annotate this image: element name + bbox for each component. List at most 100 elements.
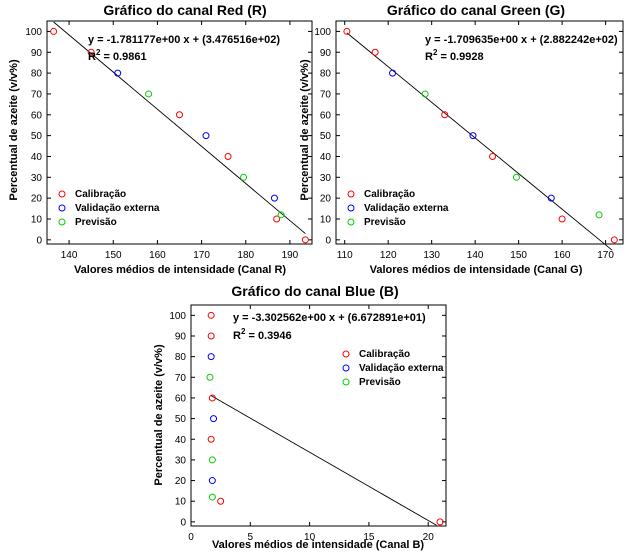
legend-marker-0 bbox=[58, 190, 66, 198]
y-tick-label: 10 bbox=[31, 214, 43, 225]
data-point-2 bbox=[240, 173, 248, 181]
r-squared-value: = 0.9861 bbox=[100, 51, 146, 63]
y-tick-label: 80 bbox=[320, 69, 332, 80]
y-tick-label: 20 bbox=[31, 194, 43, 205]
x-tick-label: 120 bbox=[380, 250, 397, 261]
y-axis-label: Percentual de azeite (v/v%) bbox=[299, 59, 311, 201]
data-point-0 bbox=[224, 152, 232, 160]
y-tick-label: 40 bbox=[31, 152, 43, 163]
legend-label: Previsão bbox=[364, 217, 406, 228]
regression-equation: y = -1.709635e+00 x + (2.882242e+02) bbox=[425, 34, 618, 46]
data-point-1 bbox=[210, 415, 218, 423]
legend-marker-0 bbox=[342, 350, 350, 358]
legend-marker-1 bbox=[342, 364, 350, 372]
y-tick-label: 30 bbox=[175, 455, 187, 466]
plot-area bbox=[335, 20, 624, 245]
y-tick-label: 90 bbox=[31, 48, 43, 59]
y-tick-label: 50 bbox=[175, 414, 187, 425]
data-point-0 bbox=[217, 497, 225, 505]
r-squared: R2 = 0.9928 bbox=[425, 48, 484, 63]
data-point-1 bbox=[469, 132, 477, 140]
y-tick-label: 70 bbox=[320, 89, 332, 100]
x-tick-label: 160 bbox=[554, 250, 571, 261]
y-tick-label: 70 bbox=[31, 89, 43, 100]
y-tick-label: 80 bbox=[175, 352, 187, 363]
data-point-1 bbox=[202, 132, 210, 140]
y-tick-label: 70 bbox=[175, 373, 187, 384]
y-tick-label: 40 bbox=[175, 435, 187, 446]
y-tick-label: 100 bbox=[314, 27, 331, 38]
y-tick-label: 10 bbox=[175, 497, 187, 508]
y-tick-label: 60 bbox=[320, 110, 332, 121]
data-point-0 bbox=[50, 27, 58, 35]
legend-label: Calibração bbox=[359, 349, 410, 360]
x-tick-label: 160 bbox=[149, 250, 166, 261]
x-tick-label: 180 bbox=[237, 250, 254, 261]
y-tick-label: 0 bbox=[36, 235, 42, 246]
x-tick-label: 20 bbox=[423, 532, 435, 543]
data-point-2 bbox=[208, 493, 216, 501]
fit-line bbox=[53, 21, 306, 234]
data-point-2 bbox=[208, 456, 216, 464]
chart-panel-2: 0 10 20 30 40 50 60 70 80 90 100 0 5 10 15 20 Gráfico do… bbox=[153, 283, 447, 551]
fit-line bbox=[346, 32, 613, 251]
y-tick-label: 30 bbox=[31, 173, 43, 184]
data-point-0 bbox=[273, 215, 281, 223]
y-tick-label: 50 bbox=[31, 131, 43, 142]
data-point-0 bbox=[436, 518, 444, 526]
data-point-0 bbox=[176, 111, 183, 119]
y-tick-label: 80 bbox=[31, 69, 43, 80]
x-tick-label: 5 bbox=[248, 532, 254, 543]
chart-title: Gráfico do canal Green (G) bbox=[387, 2, 565, 18]
x-tick-label: 140 bbox=[467, 250, 484, 261]
legend-label: Previsão bbox=[359, 377, 401, 388]
y-tick-label: 0 bbox=[325, 235, 331, 246]
r-squared: R2 = 0.3946 bbox=[233, 327, 292, 342]
legend-label: Calibração bbox=[75, 189, 126, 200]
x-tick-label: 150 bbox=[105, 250, 122, 261]
y-tick-label: 60 bbox=[31, 110, 43, 121]
y-tick-label: 90 bbox=[320, 48, 332, 59]
r-squared-sup: 2 bbox=[96, 48, 101, 57]
x-axis-label: Valores médios de intensidade (Canal R) bbox=[74, 264, 286, 276]
data-point-1 bbox=[389, 69, 397, 77]
r-squared-sup: 2 bbox=[241, 327, 246, 336]
y-tick-label: 0 bbox=[180, 517, 186, 528]
legend-marker-2 bbox=[58, 218, 66, 226]
y-tick-label: 90 bbox=[175, 331, 187, 342]
data-point-1 bbox=[270, 194, 278, 202]
legend-label: Validação externa bbox=[364, 203, 449, 214]
x-tick-label: 190 bbox=[282, 250, 299, 261]
y-tick-label: 100 bbox=[169, 311, 186, 322]
chart-panel-0: 0 10 20 30 40 50 60 70 80 90 100 140 150 160 170 180 190… bbox=[8, 2, 313, 276]
data-point-0 bbox=[208, 394, 216, 402]
data-point-0 bbox=[610, 236, 618, 244]
legend-marker-1 bbox=[347, 204, 355, 212]
r-squared: R2 = 0.9861 bbox=[88, 48, 147, 63]
x-tick-label: 110 bbox=[337, 250, 353, 261]
legend-marker-1 bbox=[58, 204, 66, 212]
data-point-0 bbox=[441, 111, 449, 119]
plot-area bbox=[46, 20, 313, 245]
x-tick-label: 130 bbox=[423, 250, 440, 261]
legend-marker-2 bbox=[347, 218, 355, 226]
legend-label: Validação externa bbox=[359, 363, 444, 374]
data-point-0 bbox=[371, 48, 379, 56]
regression-equation: y = -3.302562e+00 x + (6.672891e+01) bbox=[233, 312, 426, 324]
data-point-0 bbox=[207, 435, 215, 443]
data-point-2 bbox=[421, 90, 429, 98]
legend-marker-2 bbox=[342, 378, 350, 386]
regression-equation: y = -1.781177e+00 x + (3.476516e+02) bbox=[88, 34, 280, 46]
x-tick-label: 10 bbox=[304, 532, 316, 543]
y-axis-label: Percentual de azeite (v/v%) bbox=[153, 344, 165, 486]
x-tick-label: 170 bbox=[597, 250, 614, 261]
data-point-2 bbox=[145, 90, 153, 98]
legend-label: Validação externa bbox=[75, 203, 160, 214]
r-squared-label: R bbox=[88, 51, 96, 63]
legend-label: Previsão bbox=[75, 217, 117, 228]
r-squared-sup: 2 bbox=[433, 48, 438, 57]
x-tick-label: 0 bbox=[188, 532, 194, 543]
r-squared-label: R bbox=[233, 330, 241, 342]
y-tick-label: 10 bbox=[320, 214, 332, 225]
x-tick-label: 140 bbox=[61, 250, 78, 261]
